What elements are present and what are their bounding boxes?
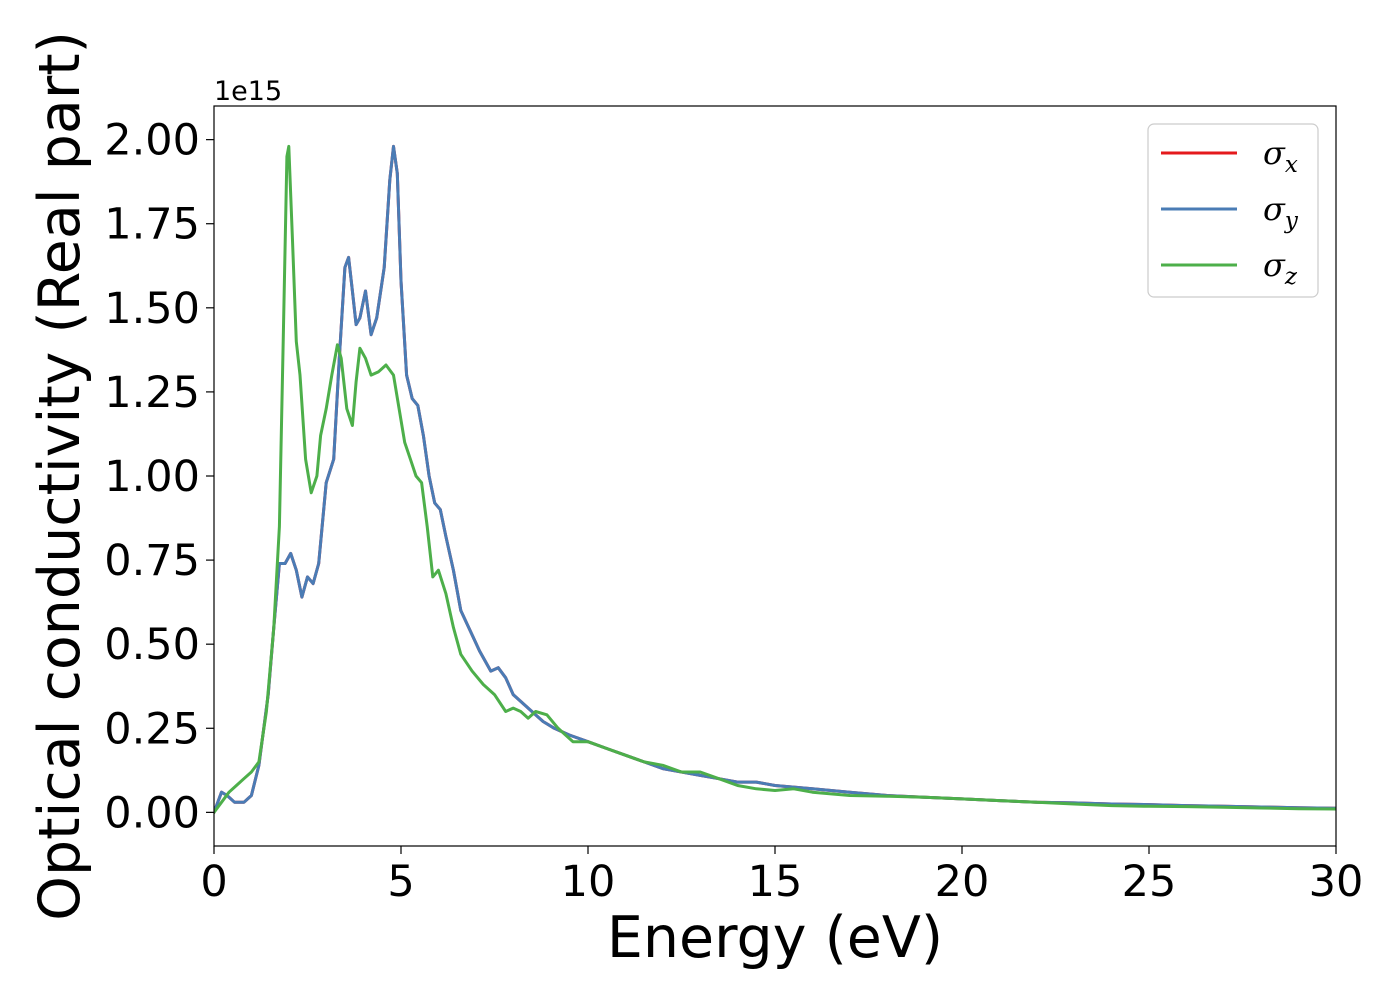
y-tick-label: 0.50 [104,620,200,670]
x-tick-label: 20 [935,857,990,907]
series-line-sigma-y [214,144,1336,814]
x-tick-label: 5 [387,857,414,907]
x-tick-label: 0 [200,857,227,907]
series-line-sigma-z [214,144,1336,814]
y-axis: 0.00 0.25 0.50 0.75 1.00 1.25 1.50 1.75 2.00 [104,116,214,838]
x-tick-label: 30 [1309,857,1364,907]
y-tick-label: 0.25 [104,704,200,754]
y-tick-label: 1.50 [104,284,200,334]
y-tick-label: 1.75 [104,200,200,250]
x-axis-label: Energy (eV) [607,905,943,971]
y-axis-label: Optical conductivity (Real part) [27,31,93,921]
y-tick-label: 1.00 [104,452,200,502]
y-tick-label: 1.25 [104,368,200,418]
series-layer [214,144,1336,814]
y-tick-label: 2.00 [104,116,200,166]
x-tick-label: 25 [1122,857,1177,907]
x-tick-label: 10 [561,857,616,907]
y-tick-label: 0.00 [104,788,200,838]
x-axis: 0 5 10 15 20 25 30 [200,846,1363,907]
y-offset-label: 1e15 [214,76,282,107]
y-tick-label: 0.75 [104,536,200,586]
x-tick-label: 15 [748,857,803,907]
